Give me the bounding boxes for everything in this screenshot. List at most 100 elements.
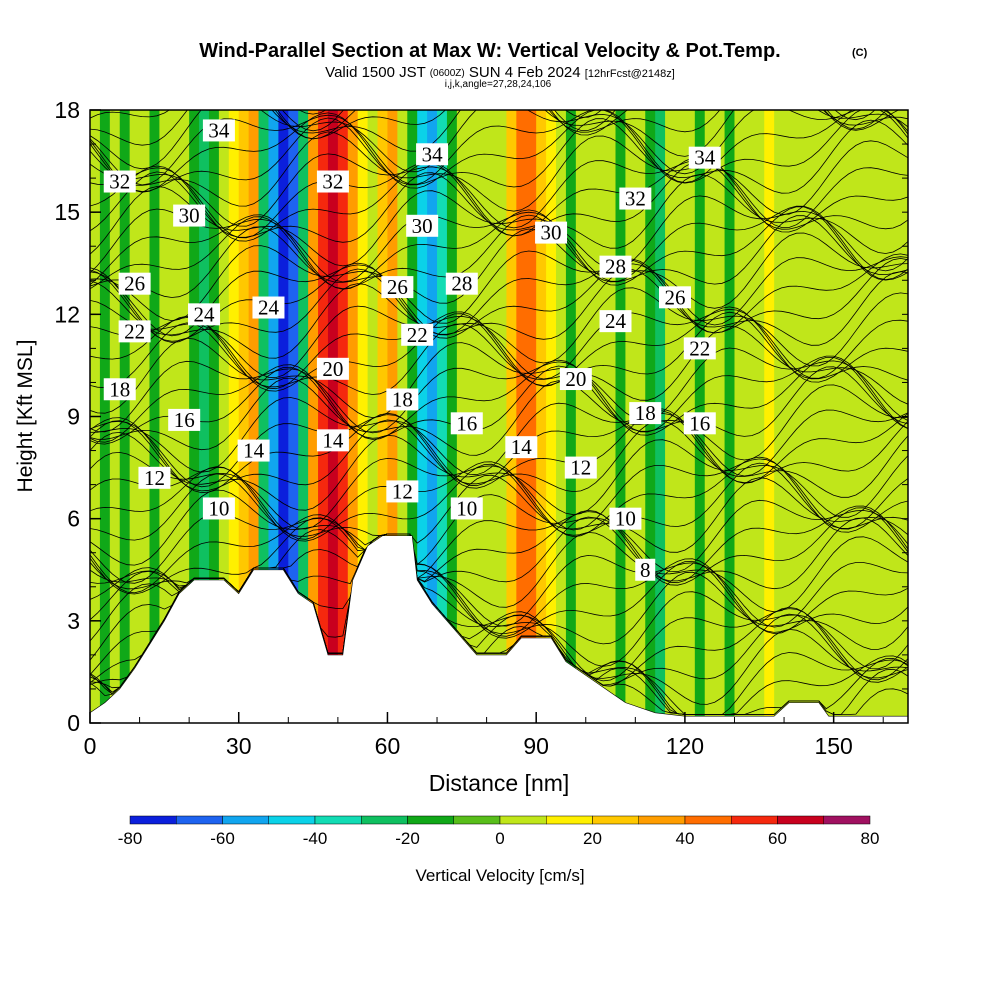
colorbar-swatch (222, 815, 269, 825)
chart-subtitle: Valid 1500 JST (0600Z) SUN 4 Feb 2024 [1… (325, 63, 675, 81)
velocity-column (486, 110, 498, 723)
theta-label-text: 26 (387, 275, 408, 299)
velocity-column (595, 110, 607, 723)
velocity-column (387, 110, 398, 723)
velocity-column (298, 110, 309, 723)
velocity-column (615, 110, 626, 723)
theta-label: 28 (445, 272, 478, 296)
theta-contour-line (90, 117, 908, 194)
velocity-column (813, 110, 825, 723)
theta-label-text: 22 (407, 323, 428, 347)
velocity-column (397, 110, 408, 723)
velocity-column (357, 110, 369, 723)
theta-contour-line (90, 410, 908, 494)
theta-label: 18 (629, 401, 662, 425)
x-axis-label: Distance [nm] (429, 770, 570, 796)
colorbar-swatch (453, 815, 501, 825)
theta-label-text: 18 (109, 377, 130, 401)
colorbar-tick-label: -80 (118, 829, 143, 848)
velocity-column (585, 110, 597, 723)
theta-label: 8 (635, 558, 656, 582)
theta-label: 26 (658, 285, 691, 309)
colorbar-tick-label: 80 (861, 829, 880, 848)
velocity-column (238, 110, 250, 723)
theta-contour-line (90, 160, 908, 242)
velocity-column (248, 110, 260, 723)
subtitle-date: SUN 4 Feb 2024 (469, 64, 581, 81)
theta-contour-line (90, 245, 908, 326)
theta-label-text: 10 (456, 496, 477, 520)
velocity-column (437, 110, 448, 723)
velocity-column (199, 110, 210, 723)
theta-label-text: 32 (322, 170, 343, 194)
theta-label: 10 (202, 496, 235, 520)
theta-label: 32 (316, 170, 349, 194)
theta-label-text: 12 (392, 479, 413, 503)
theta-contour-line (90, 153, 908, 229)
velocity-column (754, 110, 765, 723)
theta-label-text: 34 (208, 118, 230, 142)
theta-label-text: 18 (392, 387, 413, 411)
velocity-column (843, 110, 854, 723)
theta-contour-line (90, 257, 908, 343)
theta-contour-line (90, 131, 908, 215)
theta-contour-line (90, 507, 908, 594)
theta-contour-line (90, 311, 908, 392)
theta-label: 24 (188, 302, 221, 326)
colorbar-swatch (268, 815, 316, 825)
theta-label-text: 28 (605, 255, 626, 279)
velocity-column (208, 110, 220, 723)
theta-label-text: 32 (109, 170, 130, 194)
theta-label: 14 (316, 428, 349, 452)
theta-label: 14 (237, 439, 270, 463)
colorbar-swatch (407, 815, 454, 825)
theta-contour-line (90, 431, 908, 518)
theta-label: 30 (173, 204, 206, 228)
velocity-column (526, 110, 537, 723)
x-tick-label: 60 (375, 733, 401, 759)
theta-label-text: 16 (174, 408, 195, 432)
colorbar-tick-label: -60 (210, 829, 235, 848)
colorbar-swatch (731, 815, 778, 825)
theta-contour-line (90, 529, 908, 613)
theta-contour-line (90, 306, 908, 390)
velocity-column (575, 110, 587, 723)
x-tick-label: 90 (523, 733, 549, 759)
colorbar-tick-label: -20 (395, 829, 420, 848)
theta-contour-line (90, 171, 908, 254)
y-tick-label: 18 (54, 97, 80, 123)
chart-subtitle-indices: i,j,k,angle=27,28,24,106 (445, 79, 552, 90)
theta-label: 18 (386, 387, 419, 411)
theta-label: 24 (599, 309, 632, 333)
theta-label: 20 (559, 367, 592, 391)
theta-label-text: 18 (635, 401, 656, 425)
velocity-column (139, 110, 150, 723)
velocity-column (129, 110, 141, 723)
theta-contour-line (90, 489, 908, 573)
theta-label-text: 14 (511, 435, 533, 459)
theta-label-text: 8 (640, 558, 651, 582)
velocity-column (744, 110, 755, 723)
theta-contour-line (90, 268, 908, 346)
colorbar-swatch (361, 815, 408, 825)
theta-label: 30 (406, 214, 439, 238)
potential-temperature-contours (90, 110, 908, 715)
theta-label-text: 34 (422, 142, 444, 166)
velocity-column (734, 110, 745, 723)
velocity-column (427, 110, 438, 723)
velocity-column (724, 110, 735, 723)
x-axis: 0 30 60 90 120 150 (84, 712, 884, 759)
contour-labels: 34 32 30 26 24 24 22 18 16 14 12 10 32 20 14 34 30 26 28 22… (103, 118, 721, 582)
theta-label-text: 16 (689, 411, 710, 435)
chart-title: Wind-Parallel Section at Max W: Vertical… (199, 40, 780, 62)
theta-label: 30 (535, 221, 568, 245)
theta-contour-line (90, 280, 908, 367)
theta-label-text: 32 (625, 187, 646, 211)
y-tick-label: 3 (67, 608, 80, 634)
x-tick-label: 150 (814, 733, 852, 759)
theta-label-text: 22 (689, 336, 710, 360)
theta-contour-line (90, 365, 908, 445)
velocity-column (823, 110, 835, 723)
y-tick-label: 9 (67, 404, 80, 430)
theta-contour-line (90, 377, 908, 461)
